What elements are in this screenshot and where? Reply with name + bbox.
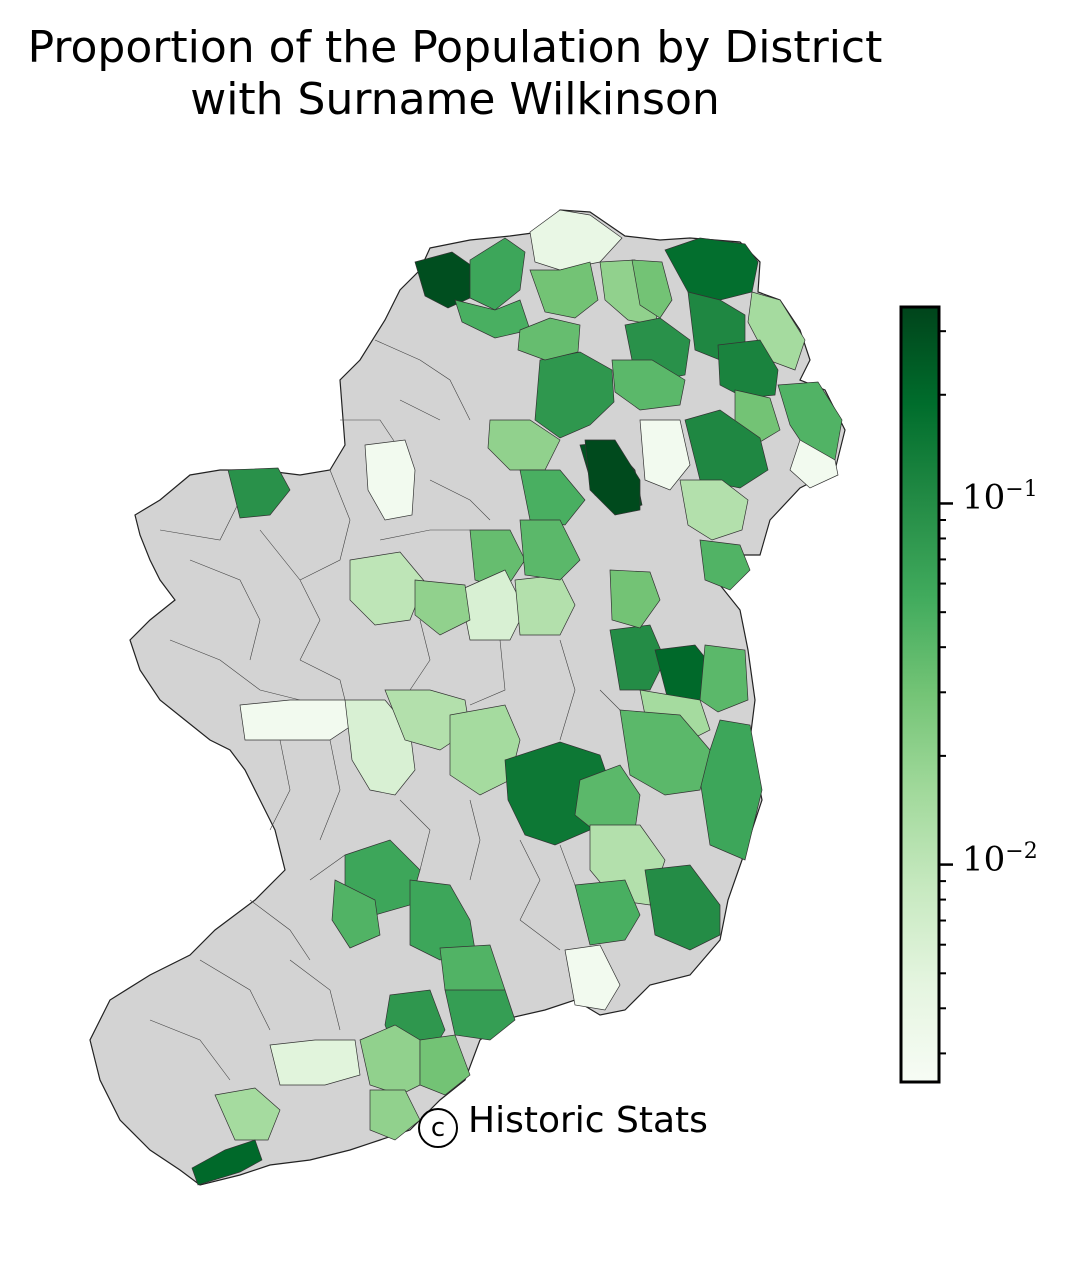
map-title: Proportion of the Population by District… bbox=[0, 22, 910, 126]
district-region bbox=[239, 699, 361, 741]
district-region bbox=[419, 1034, 471, 1096]
district-region bbox=[717, 339, 779, 399]
district-region bbox=[611, 359, 686, 411]
district-region bbox=[469, 529, 526, 591]
credit-text: Historic Stats bbox=[468, 1100, 708, 1141]
district-region bbox=[631, 259, 673, 319]
district-region bbox=[699, 644, 749, 713]
district-region bbox=[639, 419, 691, 491]
district-region bbox=[574, 879, 641, 946]
district-region bbox=[191, 1139, 263, 1186]
district-region bbox=[519, 519, 581, 581]
district-region bbox=[269, 1039, 361, 1086]
colorbar bbox=[899, 305, 941, 1084]
district-region bbox=[344, 699, 416, 796]
district-region bbox=[534, 351, 615, 439]
district-region bbox=[699, 539, 751, 591]
district-region bbox=[444, 989, 516, 1041]
district-region bbox=[609, 624, 666, 691]
district-region bbox=[227, 467, 291, 519]
district-region bbox=[459, 569, 526, 641]
district-region bbox=[789, 439, 839, 489]
district-region bbox=[414, 579, 471, 636]
district-region bbox=[529, 209, 623, 271]
district-region bbox=[349, 551, 426, 626]
district-region bbox=[644, 864, 721, 951]
district-region bbox=[331, 879, 381, 949]
district-region bbox=[214, 1087, 281, 1141]
district-region bbox=[529, 261, 599, 319]
district-region bbox=[519, 469, 586, 526]
title-line-1: Proportion of the Population by District bbox=[27, 22, 883, 73]
district-region bbox=[369, 1089, 421, 1141]
copyright-icon: c bbox=[418, 1108, 458, 1148]
district-region bbox=[469, 237, 526, 311]
colorbar-tick-label: 10−2 bbox=[962, 838, 1038, 879]
district-region bbox=[609, 569, 661, 629]
credit-watermark: c Historic Stats bbox=[418, 1100, 708, 1148]
district-region bbox=[584, 439, 641, 516]
district-region bbox=[619, 709, 711, 796]
district-region bbox=[679, 479, 749, 541]
district-borders bbox=[149, 339, 621, 1081]
district-region bbox=[517, 317, 581, 361]
colorbar-tick-label: 10−1 bbox=[962, 477, 1038, 518]
district-region bbox=[364, 439, 416, 521]
district-region bbox=[747, 291, 806, 371]
district-region bbox=[564, 944, 621, 1011]
title-line-2: with Surname Wilkinson bbox=[190, 74, 720, 125]
